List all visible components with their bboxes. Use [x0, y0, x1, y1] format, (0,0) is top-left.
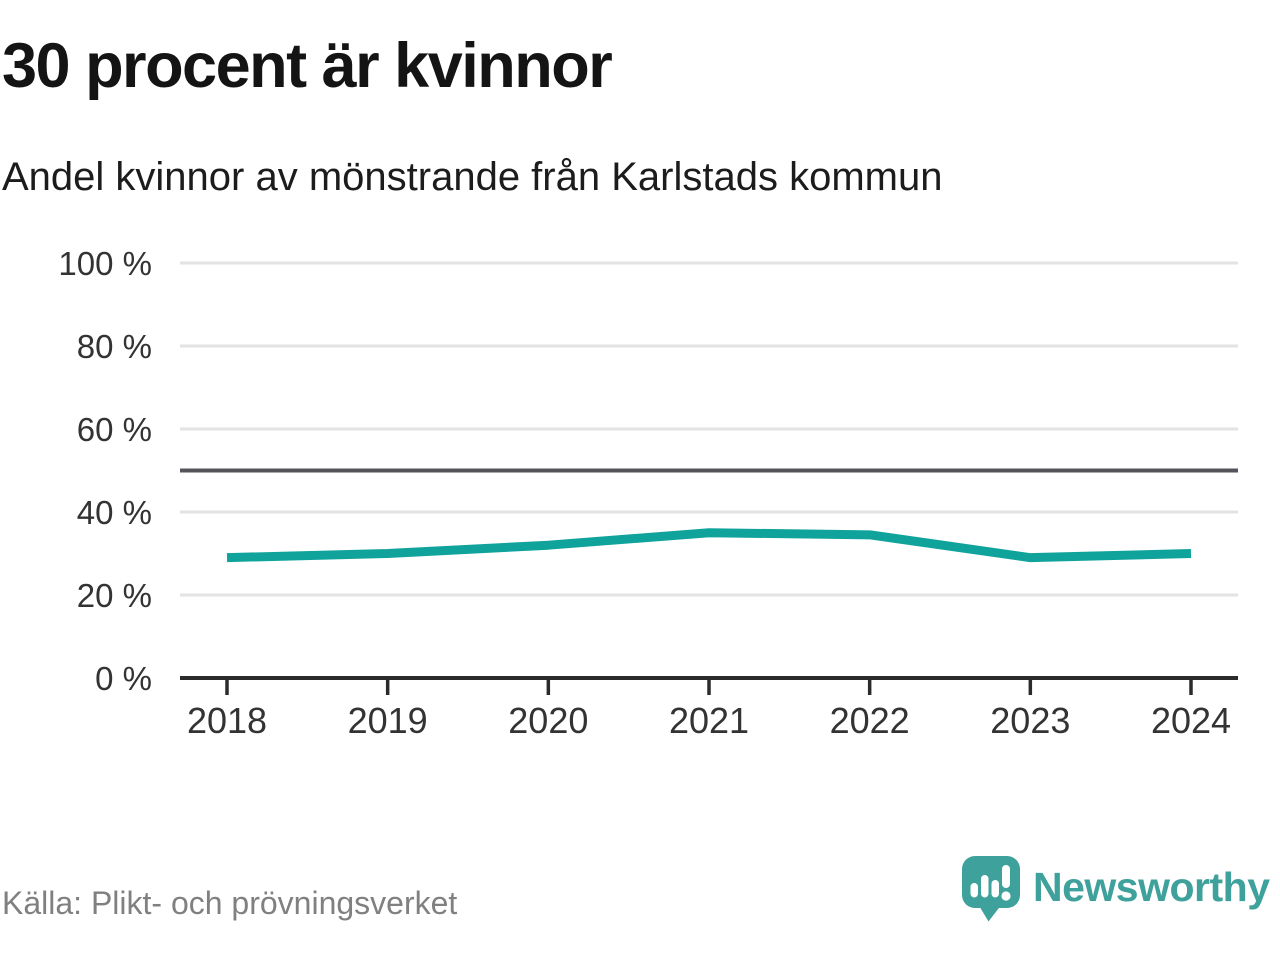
x-tick-label-2024: 2024: [1151, 700, 1231, 741]
logo-exclamation-dot: [1001, 891, 1011, 901]
logo-bar-tall: [981, 875, 989, 898]
x-tick-label-2022: 2022: [830, 700, 910, 741]
x-tick-label-2018: 2018: [187, 700, 267, 741]
y-tick-label-40: 40 %: [77, 494, 152, 531]
x-tick-label-2021: 2021: [669, 700, 749, 741]
source-note: Källa: Plikt- och prövningsverket: [2, 885, 458, 921]
newsworthy-logo-text: Newsworthy: [1033, 864, 1270, 910]
logo-bar-small: [970, 883, 978, 898]
chart-title: 30 procent är kvinnor: [2, 31, 613, 101]
y-tick-label-60: 60 %: [77, 411, 152, 448]
y-tick-label-100: 100 %: [58, 245, 152, 282]
y-tick-label-20: 20 %: [77, 577, 152, 614]
x-tick-label-2020: 2020: [508, 700, 588, 741]
chart-subtitle: Andel kvinnor av mönstrande från Karlsta…: [2, 155, 943, 199]
data-line-andel-kvinnor: [226, 528, 1192, 563]
logo-exclamation-bar: [1002, 865, 1010, 888]
y-tick-label-80: 80 %: [77, 328, 152, 365]
y-tick-label-0: 0 %: [95, 660, 152, 697]
logo-bar-medium: [991, 880, 999, 898]
x-tick-label-2019: 2019: [348, 700, 428, 741]
newsworthy-logo-icon: [962, 856, 1020, 922]
newsworthy-logo: Newsworthy: [962, 856, 1270, 922]
x-tick-label-2023: 2023: [990, 700, 1070, 741]
